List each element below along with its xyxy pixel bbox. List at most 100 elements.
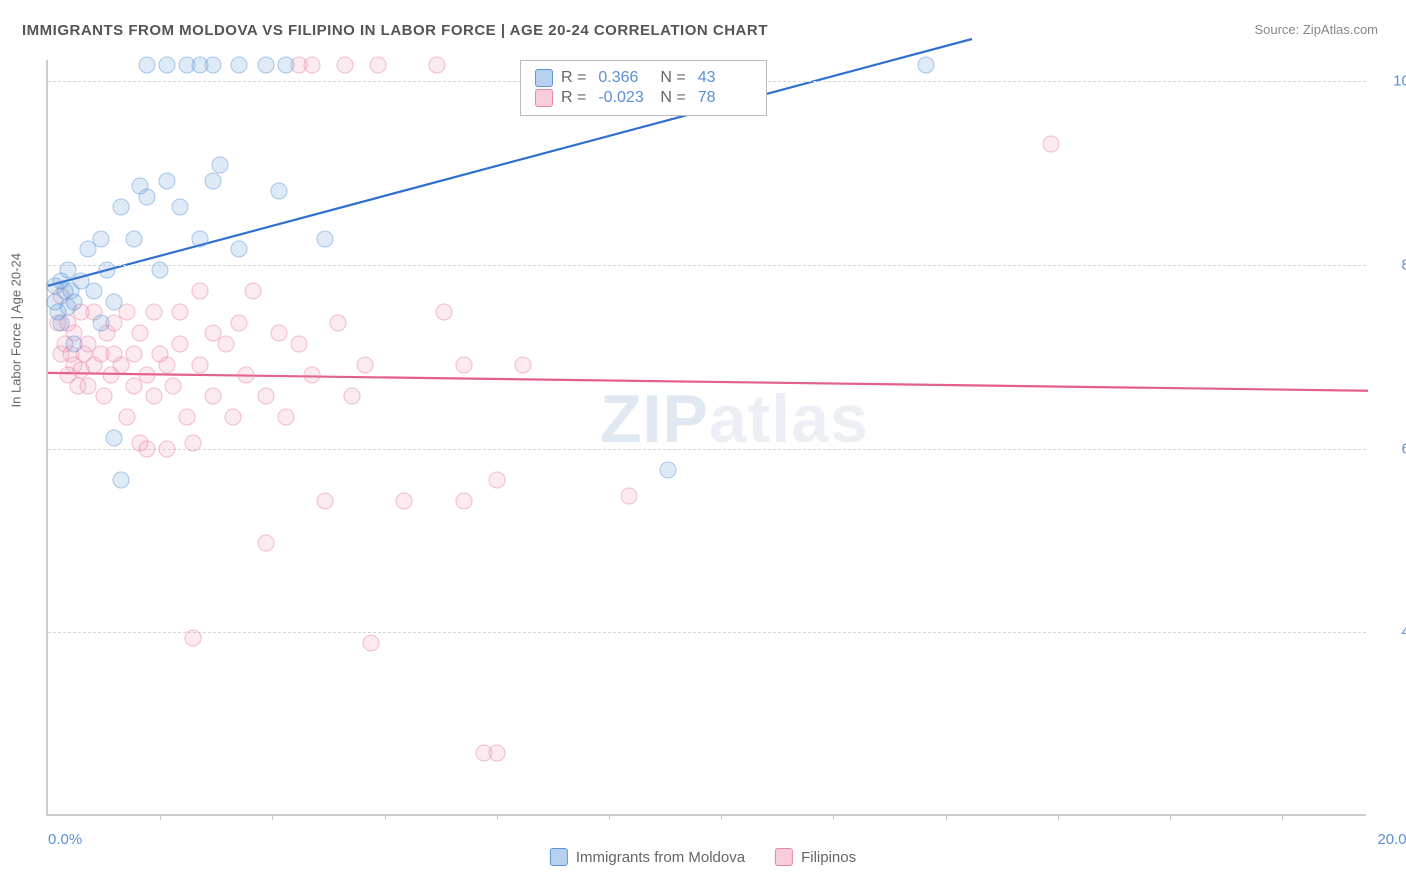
data-point: [191, 230, 208, 247]
r-label: R =: [561, 89, 586, 107]
data-point: [304, 367, 321, 384]
data-point: [1043, 136, 1060, 153]
data-point: [191, 356, 208, 373]
data-point: [79, 377, 96, 394]
r-label: R =: [561, 69, 586, 87]
data-point: [488, 745, 505, 762]
gridline-h: [48, 449, 1366, 450]
data-point: [112, 199, 129, 216]
data-point: [139, 188, 156, 205]
n-label: N =: [660, 69, 685, 87]
data-point: [158, 356, 175, 373]
data-point: [231, 241, 248, 258]
correlation-legend: R = 0.366 N = 43 R = -0.023 N = 78: [520, 60, 767, 116]
data-point: [271, 325, 288, 342]
data-point: [271, 183, 288, 200]
x-tick: [385, 814, 386, 820]
data-point: [244, 283, 261, 300]
legend-row-moldova: R = 0.366 N = 43: [535, 69, 752, 87]
data-point: [238, 367, 255, 384]
x-tick: [497, 814, 498, 820]
data-point: [205, 172, 222, 189]
data-point: [436, 304, 453, 321]
data-point: [178, 409, 195, 426]
swatch-moldova: [550, 848, 568, 866]
data-point: [917, 57, 934, 74]
data-point: [165, 377, 182, 394]
data-point: [125, 230, 142, 247]
x-tick-label: 20.0%: [1377, 831, 1406, 848]
swatch-filipinos: [535, 89, 553, 107]
data-point: [139, 367, 156, 384]
data-point: [139, 440, 156, 457]
y-tick-label: 47.5%: [1374, 624, 1406, 641]
x-tick-label: 0.0%: [48, 831, 82, 848]
data-point: [152, 262, 169, 279]
source-label: Source: ZipAtlas.com: [1254, 22, 1378, 37]
legend-item-moldova: Immigrants from Moldova: [550, 848, 745, 866]
x-tick: [272, 814, 273, 820]
data-point: [330, 314, 347, 331]
gridline-h: [48, 632, 1366, 633]
data-point: [515, 356, 532, 373]
data-point: [119, 304, 136, 321]
r-value-filipinos: -0.023: [598, 89, 652, 107]
data-point: [66, 293, 83, 310]
x-tick: [160, 814, 161, 820]
data-point: [205, 57, 222, 74]
data-point: [337, 57, 354, 74]
data-point: [211, 157, 228, 174]
data-point: [145, 304, 162, 321]
data-point: [218, 335, 235, 352]
data-point: [343, 388, 360, 405]
x-tick: [1170, 814, 1171, 820]
data-point: [257, 57, 274, 74]
data-point: [158, 57, 175, 74]
y-tick-label: 82.5%: [1374, 256, 1406, 273]
data-point: [231, 57, 248, 74]
data-point: [317, 493, 334, 510]
trend-line: [48, 39, 972, 286]
data-point: [132, 325, 149, 342]
data-point: [158, 172, 175, 189]
data-point: [257, 535, 274, 552]
n-label: N =: [660, 89, 685, 107]
data-point: [257, 388, 274, 405]
gridline-h: [48, 265, 1366, 266]
data-point: [172, 199, 189, 216]
data-point: [112, 472, 129, 489]
data-point: [185, 629, 202, 646]
data-point: [172, 304, 189, 321]
data-point: [92, 230, 109, 247]
data-point: [96, 388, 113, 405]
data-point: [106, 430, 123, 447]
swatch-filipinos: [775, 848, 793, 866]
data-point: [455, 356, 472, 373]
data-point: [488, 472, 505, 489]
data-point: [317, 230, 334, 247]
data-point: [290, 335, 307, 352]
y-tick-label: 65.0%: [1374, 440, 1406, 457]
x-tick: [609, 814, 610, 820]
x-tick: [833, 814, 834, 820]
data-point: [92, 314, 109, 331]
chart-title: IMMIGRANTS FROM MOLDOVA VS FILIPINO IN L…: [22, 22, 768, 39]
data-point: [53, 314, 70, 331]
r-value-moldova: 0.366: [598, 69, 652, 87]
data-point: [356, 356, 373, 373]
series-legend: Immigrants from Moldova Filipinos: [550, 848, 856, 866]
y-tick-label: 100.0%: [1374, 73, 1406, 90]
data-point: [145, 388, 162, 405]
data-point: [224, 409, 241, 426]
data-point: [185, 435, 202, 452]
n-value-filipinos: 78: [698, 89, 752, 107]
n-value-moldova: 43: [698, 69, 752, 87]
data-point: [99, 262, 116, 279]
data-point: [191, 283, 208, 300]
data-point: [277, 409, 294, 426]
data-point: [429, 57, 446, 74]
legend-label-filipinos: Filipinos: [801, 849, 856, 866]
x-tick: [1282, 814, 1283, 820]
y-axis-label: In Labor Force | Age 20-24: [9, 253, 24, 407]
data-point: [455, 493, 472, 510]
